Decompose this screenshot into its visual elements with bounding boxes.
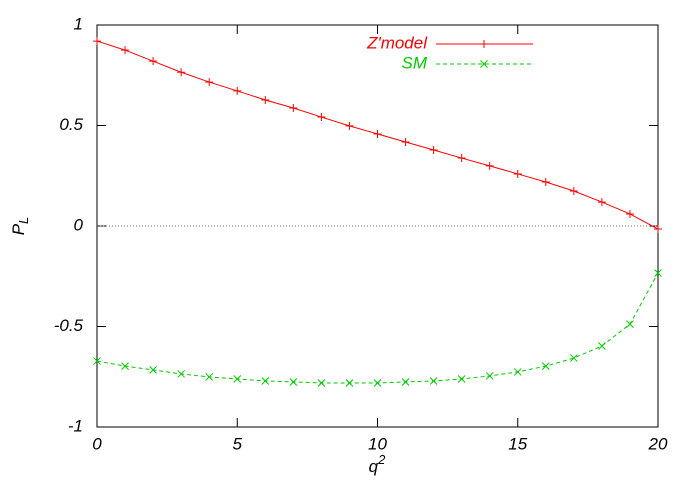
point-marker bbox=[373, 129, 382, 138]
point-marker bbox=[261, 377, 270, 385]
x-tick-label: 5 bbox=[233, 434, 243, 453]
point-marker bbox=[93, 357, 101, 365]
x-label-sup: 2 bbox=[377, 452, 386, 467]
x-label-main: q bbox=[369, 457, 379, 476]
point-marker bbox=[569, 354, 578, 362]
point-marker bbox=[654, 225, 662, 234]
point-marker bbox=[401, 137, 410, 146]
x-tick-label: 10 bbox=[368, 434, 387, 453]
point-marker bbox=[317, 113, 326, 122]
point-marker bbox=[569, 187, 578, 196]
x-tick-label: 15 bbox=[508, 434, 527, 453]
point-marker bbox=[457, 154, 466, 163]
point-marker bbox=[373, 379, 382, 387]
x-axis-label: q2 bbox=[369, 452, 386, 476]
y-tick-label: 1 bbox=[74, 14, 83, 33]
point-marker bbox=[261, 95, 270, 104]
point-marker bbox=[289, 104, 298, 113]
y-tick-label: 0 bbox=[74, 215, 84, 234]
point-marker bbox=[317, 379, 326, 387]
point-marker bbox=[121, 362, 129, 370]
point-marker bbox=[205, 78, 214, 87]
point-marker bbox=[457, 375, 466, 383]
point-marker bbox=[177, 370, 186, 378]
point-marker bbox=[485, 372, 494, 380]
point-marker bbox=[149, 366, 157, 374]
point-marker bbox=[233, 375, 242, 383]
x-tick-label: 20 bbox=[648, 434, 668, 453]
y-tick-label: 0.5 bbox=[59, 115, 83, 134]
point-marker bbox=[177, 68, 186, 77]
y-axis-label: PL bbox=[9, 217, 31, 236]
point-marker bbox=[401, 378, 410, 386]
legend-label: SM bbox=[402, 53, 428, 72]
point-marker bbox=[289, 378, 298, 386]
point-marker bbox=[485, 161, 494, 170]
legend-marker bbox=[480, 60, 488, 68]
point-marker bbox=[345, 121, 354, 130]
y-label-sub: L bbox=[16, 217, 31, 224]
legend-label: Z'model bbox=[366, 33, 428, 52]
point-marker bbox=[654, 269, 662, 277]
point-marker bbox=[205, 373, 214, 381]
y-label-main: P bbox=[9, 223, 28, 235]
point-marker bbox=[121, 46, 130, 55]
point-marker bbox=[541, 362, 550, 370]
legend-marker bbox=[480, 40, 488, 48]
y-tick-label: -0.5 bbox=[54, 316, 84, 335]
point-marker bbox=[429, 146, 438, 155]
point-marker bbox=[626, 320, 634, 328]
point-marker bbox=[345, 379, 354, 387]
point-marker bbox=[429, 377, 438, 385]
x-tick-label: 0 bbox=[92, 434, 102, 453]
point-marker bbox=[513, 368, 522, 376]
point-marker bbox=[513, 169, 522, 178]
point-marker bbox=[597, 198, 606, 207]
point-marker bbox=[598, 342, 606, 350]
point-marker bbox=[233, 86, 242, 95]
y-tick-label: -1 bbox=[68, 416, 83, 435]
point-marker bbox=[93, 37, 101, 46]
point-marker bbox=[149, 57, 158, 66]
point-marker bbox=[625, 209, 634, 218]
series-line bbox=[96, 272, 659, 384]
point-marker bbox=[541, 177, 550, 186]
